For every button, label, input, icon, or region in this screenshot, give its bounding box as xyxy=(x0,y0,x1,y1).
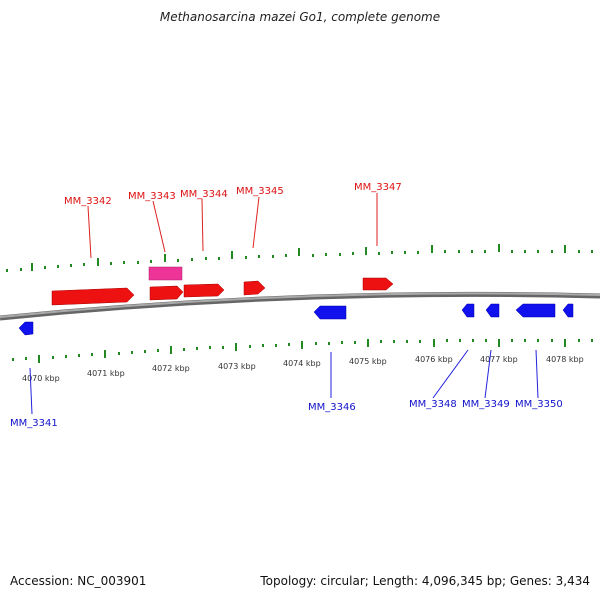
gene-label-forward: MM_3347 xyxy=(354,182,402,193)
gene-label-forward: MM_3345 xyxy=(236,186,284,197)
gene-label-forward: MM_3343 xyxy=(128,191,176,202)
genome-backbone xyxy=(0,291,600,321)
bottom-tick-row xyxy=(12,339,593,363)
gene-MM_3343-part[interactable] xyxy=(149,285,184,301)
gene-MM_3345[interactable] xyxy=(243,280,266,296)
gene-label-reverse: MM_3346 xyxy=(308,402,356,413)
top-tick-row xyxy=(6,244,593,272)
gene-MM_3343[interactable] xyxy=(148,266,183,281)
gene-MM_3347[interactable] xyxy=(362,277,394,291)
accession-text: Accession: NC_003901 xyxy=(10,574,147,588)
kbp-label: 4070 kbp xyxy=(22,374,60,383)
kbp-label: 4071 kbp xyxy=(87,369,125,378)
gene-label-reverse: MM_3341 xyxy=(10,418,58,429)
gene-label-reverse: MM_3350 xyxy=(515,399,563,410)
forward-genes xyxy=(51,266,394,306)
kbp-label: 4074 kbp xyxy=(283,359,321,368)
gene-MM_3346[interactable] xyxy=(313,305,347,320)
gene-blue-right[interactable] xyxy=(562,303,574,318)
gene-label-reverse: MM_3348 xyxy=(409,399,457,410)
gene-MM_3349[interactable] xyxy=(485,303,500,318)
gene-MM_3341[interactable] xyxy=(18,321,34,336)
kbp-label: 4072 kbp xyxy=(152,364,190,373)
gene-MM_3344[interactable] xyxy=(183,283,225,298)
kbp-label: 4077 kbp xyxy=(480,355,518,364)
gene-MM_3348-a[interactable] xyxy=(461,303,475,318)
gene-label-forward: MM_3342 xyxy=(64,196,112,207)
kbp-label: 4075 kbp xyxy=(349,357,387,366)
kbp-label: 4073 kbp xyxy=(218,362,256,371)
gene-label-forward: MM_3344 xyxy=(180,189,228,200)
kbp-label: 4076 kbp xyxy=(415,355,453,364)
genome-title: Methanosarcina mazei Go1, complete genom… xyxy=(159,10,441,24)
gene-MM_3350[interactable] xyxy=(515,303,556,318)
kbp-label: 4078 kbp xyxy=(546,355,584,364)
gene-label-reverse: MM_3349 xyxy=(462,399,510,410)
genome-summary-text: Topology: circular; Length: 4,096,345 bp… xyxy=(260,574,590,588)
reverse-genes xyxy=(18,303,574,336)
gene-MM_3342[interactable] xyxy=(51,287,135,306)
